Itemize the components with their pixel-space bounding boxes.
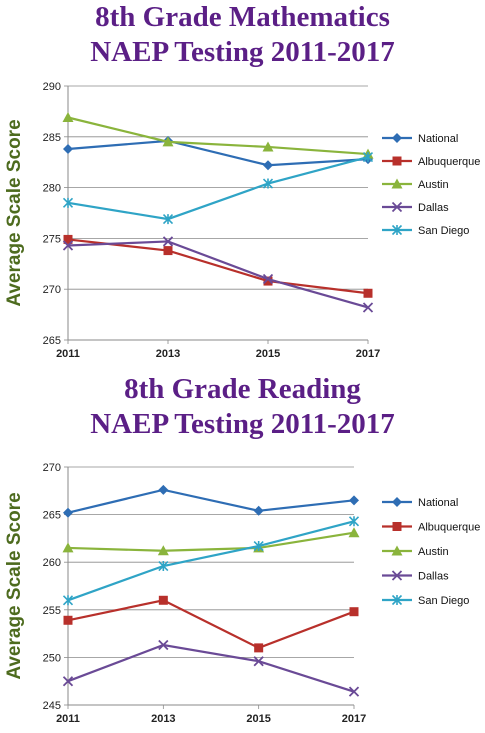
math-legend-marker-austin — [391, 178, 403, 189]
math-series-line-albuquerque — [67, 238, 369, 295]
math-title-line1: 8th Grade Mathematics — [95, 1, 390, 33]
math-point-albuquerque — [163, 246, 173, 256]
math-point-austin — [162, 136, 174, 147]
math-x-tick-label: 2015 — [256, 348, 280, 360]
reading-x-tick-label: 2013 — [151, 713, 175, 725]
reading-chart: Average Scale Score 245 250 255 260 265 270 201… — [4, 462, 480, 725]
math-point-dallas — [362, 302, 374, 313]
math-y-tick-label: 270 — [43, 284, 61, 296]
reading-title-line2: NAEP Testing 2011-2017 — [90, 408, 395, 440]
math-point-dallas — [262, 273, 274, 285]
math-point-dallas — [62, 240, 74, 251]
math-point-austin — [262, 141, 274, 152]
reading-point-dallas — [253, 656, 264, 667]
reading-x-tick-label: 2017 — [342, 713, 366, 725]
math-legend-label-dallas: Dallas — [418, 202, 449, 214]
math-legend-marker-san-diego — [391, 224, 403, 236]
reading-point-austin — [62, 542, 74, 553]
math-series-line-san-diego — [67, 156, 369, 221]
math-point-austin — [62, 111, 74, 122]
reading-point-albuquerque — [63, 615, 73, 625]
reading-point-san-diego — [253, 540, 264, 552]
reading-point-national — [349, 495, 359, 506]
reading-point-san-diego — [158, 560, 169, 572]
reading-y-tick-label: 245 — [43, 700, 61, 712]
math-y-tick-label: 290 — [43, 81, 61, 93]
reading-legend-label-albuquerque: Albuquerque — [418, 522, 480, 534]
reading-series-line-national — [67, 488, 355, 514]
reading-legend-marker-dallas — [391, 570, 403, 581]
reading-legend-label-dallas: Dallas — [418, 571, 449, 583]
math-legend-label-albuquerque: Albuquerque — [418, 156, 480, 168]
reading-x-tick-label: 2011 — [56, 713, 80, 725]
reading-y-tick-label: 260 — [43, 557, 61, 569]
reading-chart-title: 8th Grade Reading NAEP Testing 2011-2017 — [0, 372, 485, 442]
math-legend-label-austin: Austin — [418, 179, 449, 191]
math-legend-marker-albuquerque — [392, 156, 402, 166]
math-x-tick-label: 2013 — [156, 348, 180, 360]
reading-legend-marker-national — [392, 497, 402, 507]
math-point-san-diego — [162, 214, 174, 225]
reading-legend-marker-albuquerque — [392, 522, 402, 531]
math-series-line-national — [67, 139, 369, 167]
math-chart-title: 8th Grade Mathematics NAEP Testing 2011-… — [0, 0, 485, 70]
reading-point-dallas — [348, 686, 360, 697]
math-legend-label-national: National — [418, 133, 458, 145]
math-y-tick-label: 275 — [43, 233, 61, 245]
reading-legend-label-national: National — [418, 497, 458, 509]
math-chart: Average Scale Score 265 270 275 280 285 290 201… — [4, 81, 480, 360]
math-y-tick-label: 285 — [43, 132, 61, 144]
reading-point-san-diego — [348, 516, 360, 527]
reading-legend-marker-san-diego — [391, 594, 403, 606]
reading-point-albuquerque — [158, 595, 168, 605]
math-x-tick-label: 2011 — [56, 348, 80, 360]
reading-y-tick-label: 270 — [43, 462, 61, 474]
math-point-san-diego — [62, 197, 74, 208]
reading-point-national — [63, 507, 73, 518]
math-point-dallas — [162, 236, 174, 247]
reading-point-albuquerque — [254, 643, 264, 653]
reading-point-austin — [157, 545, 169, 556]
reading-legend-marker-austin — [391, 545, 403, 556]
math-legend-marker-dallas — [391, 201, 403, 213]
math-title-line2: NAEP Testing 2011-2017 — [90, 36, 395, 68]
reading-title-line1: 8th Grade Reading — [124, 373, 361, 405]
math-point-san-diego — [262, 178, 274, 189]
math-y-tick-label: 280 — [43, 183, 61, 195]
math-series-line-dallas — [67, 240, 369, 309]
reading-y-tick-label: 255 — [43, 605, 61, 617]
reading-point-national — [253, 505, 264, 516]
reading-x-tick-label: 2015 — [246, 713, 270, 725]
reading-series-line-austin — [67, 531, 355, 552]
math-y-axis-label: Average Scale Score — [4, 119, 25, 306]
reading-point-san-diego — [62, 595, 74, 606]
math-legend-label-san-diego: San Diego — [418, 225, 469, 237]
reading-series-line-albuquerque — [67, 599, 355, 650]
reading-point-dallas — [158, 639, 169, 651]
reading-point-national — [158, 484, 169, 495]
reading-legend-label-austin: Austin — [418, 546, 449, 558]
math-point-san-diego — [362, 152, 374, 163]
math-point-albuquerque — [363, 288, 373, 298]
math-point-national — [263, 160, 273, 171]
math-point-albuquerque — [263, 276, 273, 286]
math-point-albuquerque — [63, 234, 73, 244]
reading-y-tick-label: 250 — [43, 652, 61, 664]
reading-point-austin — [348, 527, 360, 538]
math-point-national — [63, 143, 73, 154]
reading-point-dallas — [62, 676, 74, 687]
reading-y-tick-label: 265 — [43, 510, 61, 522]
math-series-line-austin — [67, 116, 369, 156]
math-legend-marker-national — [392, 133, 402, 143]
reading-legend-label-san-diego: San Diego — [418, 595, 469, 607]
reading-series-line-dallas — [67, 643, 355, 693]
reading-y-axis-label: Average Scale Score — [4, 492, 25, 679]
reading-series-line-san-diego — [67, 520, 355, 602]
math-x-tick-label: 2017 — [356, 348, 380, 360]
reading-point-albuquerque — [349, 607, 359, 617]
math-y-tick-label: 265 — [43, 335, 61, 347]
